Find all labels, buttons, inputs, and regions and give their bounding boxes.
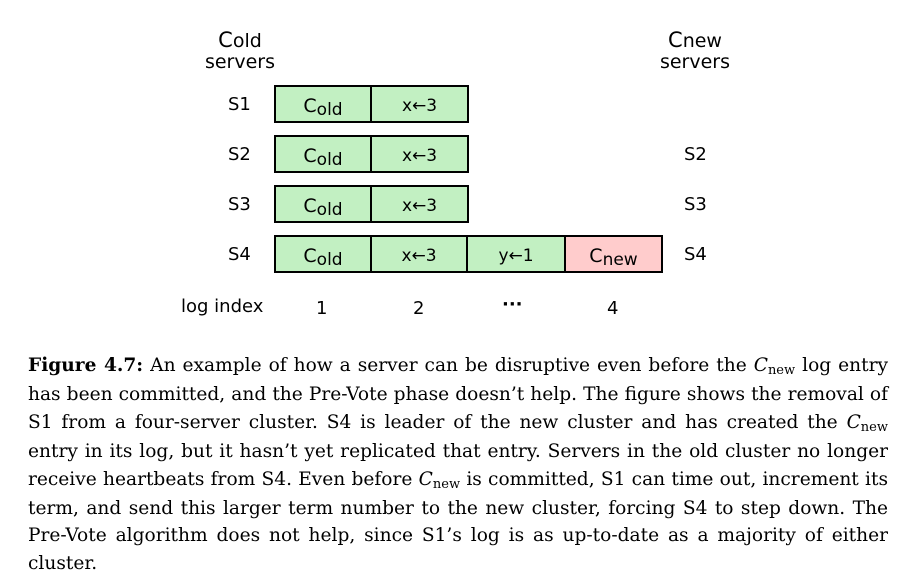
new-server-label-s4: S4	[684, 244, 707, 265]
log-entry-s1-2: x←3	[370, 85, 469, 123]
figure-caption: Figure 4.7: An example of how a server c…	[28, 355, 888, 574]
new-servers-header: Cnew servers	[659, 28, 731, 73]
log-index-label: log index	[181, 296, 264, 317]
log-index-ellipsis: ···	[502, 294, 523, 315]
log-entry-s2-1: Cold	[274, 135, 372, 173]
caption-label: Figure 4.7:	[28, 355, 144, 376]
log-entry-s4-3: y←1	[466, 235, 566, 273]
old-server-label-s4: S4	[228, 244, 251, 265]
log-index-1: 1	[316, 298, 328, 319]
old-servers-header: Cold servers	[204, 28, 276, 73]
log-entry-s3-1: Cold	[274, 185, 372, 223]
old-server-label-s2: S2	[228, 144, 251, 165]
old-server-label-s1: S1	[228, 94, 251, 115]
log-entry-s3-2: x←3	[370, 185, 469, 223]
log-index-2: 2	[413, 298, 425, 319]
old-server-label-s3: S3	[228, 194, 251, 215]
log-entry-s4-4: Cnew	[564, 235, 663, 273]
log-entry-s1-1: Cold	[274, 85, 372, 123]
log-entry-s4-1: Cold	[274, 235, 372, 273]
new-server-label-s3: S3	[684, 194, 707, 215]
log-entry-s4-2: x←3	[370, 235, 468, 273]
log-diagram: Cold servers Cnew servers S1 S2 S3 S4 S2…	[181, 28, 731, 320]
new-server-label-s2: S2	[684, 144, 707, 165]
log-entry-s2-2: x←3	[370, 135, 469, 173]
log-index-4: 4	[607, 298, 619, 319]
